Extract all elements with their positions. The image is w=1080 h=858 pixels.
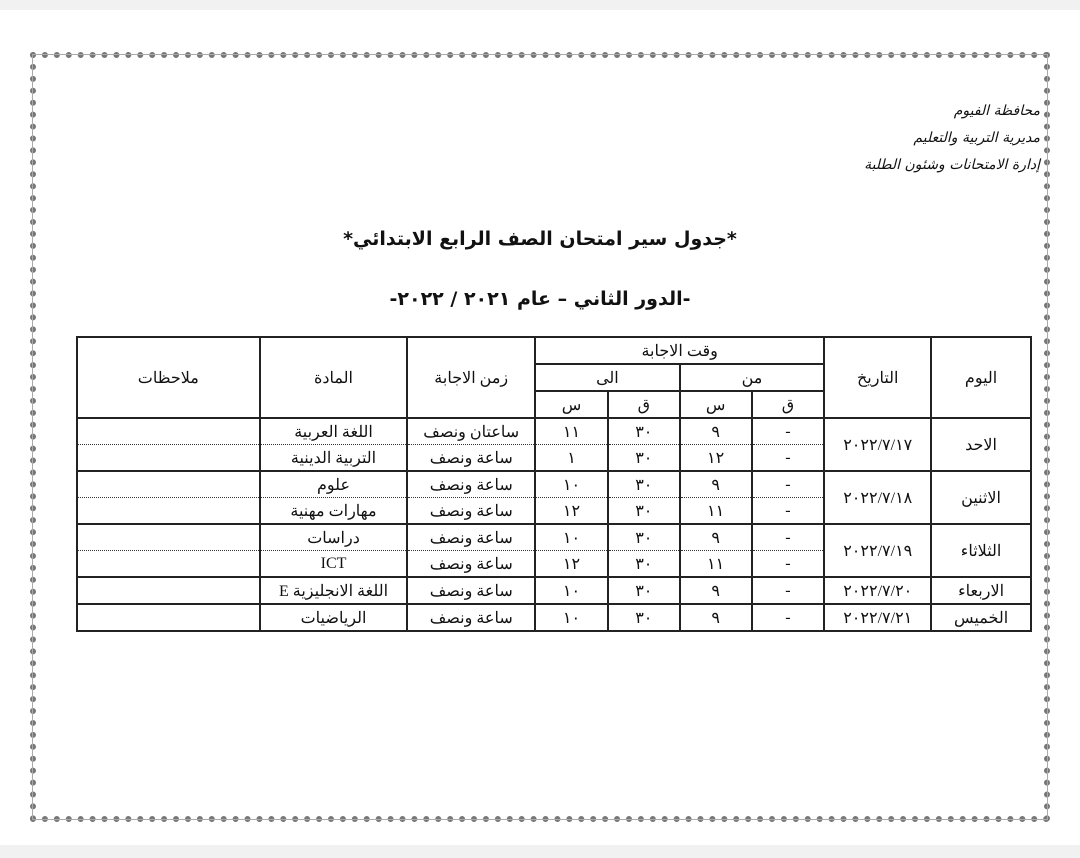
header-from: من — [678, 363, 826, 392]
table-row: الثلاثاء ٢٠٢٢/٧/١٩-٩ ٣٠ ١٠ ساعة ونصف دراسات — [76, 523, 1032, 578]
day-cell: الاربعاء — [930, 576, 1032, 605]
notes-cell — [76, 444, 261, 472]
from-minute-cell: - — [750, 417, 826, 445]
notes-cell — [76, 576, 261, 605]
from-hour-cell: ١٢ — [678, 444, 753, 472]
document-title: *جدول سير امتحان الصف الرابع الابتدائي* — [343, 228, 737, 250]
table-row: الاربعاء ٢٠٢٢/٧/٢٠-٩ ٣٠ ١٠ ساعة ونصف اللغة ال… — [76, 576, 1032, 605]
to-hour-cell: ١٠ — [534, 523, 609, 551]
header-from-hour: س — [678, 390, 753, 419]
table-row: الاثنين ٢٠٢٢/٧/١٨-٩ ٣٠ ١٠ ساعة ونصف علوم — [76, 470, 1032, 525]
date-cell: ٢٠٢٢/٧/١٧ — [823, 417, 933, 472]
date-cell: ٢٠٢٢/٧/١٨ — [823, 470, 933, 525]
to-minute-cell: ٣٠ — [606, 576, 681, 605]
duration-cell: ساعتان ونصف — [406, 417, 537, 445]
header-to-minute: ق — [606, 390, 681, 419]
subject-cell: ICT — [258, 550, 409, 578]
notes-cell — [76, 470, 261, 498]
header-to: الى — [534, 363, 681, 392]
day-cell: الخميس — [930, 603, 1032, 632]
duration-cell: ساعة ونصف — [406, 603, 537, 632]
from-hour-cell: ٩ — [678, 470, 753, 498]
from-minute-cell: - — [750, 444, 826, 472]
subject-cell: دراسات — [258, 523, 409, 551]
to-minute-cell: ٣٠ — [606, 444, 681, 472]
from-minute-cell: - — [750, 470, 826, 498]
notes-cell — [76, 550, 261, 578]
to-hour-cell: ١٠ — [534, 470, 609, 498]
table-row: -١٢ ٣٠ ١ ساعة ونصف التربية الدينية — [76, 444, 1031, 472]
duration-cell: ساعة ونصف — [406, 550, 537, 578]
from-minute-cell: - — [750, 550, 826, 578]
date-cell: ٢٠٢٢/٧/١٩ — [823, 523, 933, 578]
notes-cell — [76, 497, 261, 525]
letterhead-line: محافظة الفيوم — [953, 103, 1040, 119]
to-minute-cell: ٣٠ — [606, 603, 681, 632]
from-hour-cell: ١١ — [678, 550, 753, 578]
letterhead-line: إدارة الامتحانات وشئون الطلبة — [864, 157, 1040, 173]
to-minute-cell: ٣٠ — [606, 497, 681, 525]
notes-cell — [76, 603, 261, 632]
exam-schedule-table: اليوم التاريخ وقت الاجابة زمن الاجابة ال… — [76, 336, 1032, 632]
day-cell: الاثنين — [930, 470, 1032, 525]
to-minute-cell: ٣٠ — [606, 417, 681, 445]
header-date: التاريخ — [823, 336, 933, 419]
from-hour-cell: ٩ — [678, 576, 753, 605]
to-minute-cell: ٣٠ — [606, 523, 681, 551]
duration-cell: ساعة ونصف — [406, 576, 537, 605]
header-answer-time: وقت الاجابة — [534, 336, 826, 365]
decorative-border — [30, 52, 1050, 822]
subject-cell: علوم — [258, 470, 409, 498]
subject-cell: اللغة الانجليزية E — [258, 576, 409, 605]
duration-cell: ساعة ونصف — [406, 523, 537, 551]
from-minute-cell: - — [750, 603, 826, 632]
header-from-minute: ق — [750, 390, 826, 419]
from-hour-cell: ٩ — [678, 417, 753, 445]
duration-cell: ساعة ونصف — [406, 444, 537, 472]
subject-cell: التربية الدينية — [258, 444, 409, 472]
header-notes: ملاحظات — [76, 336, 261, 419]
day-cell: الثلاثاء — [930, 523, 1032, 578]
subject-cell: مهارات مهنية — [258, 497, 409, 525]
from-minute-cell: - — [750, 523, 826, 551]
header-subject: المادة — [258, 336, 409, 419]
header-to-hour: س — [534, 390, 609, 419]
subject-cell: اللغة العربية — [258, 417, 409, 445]
to-hour-cell: ١٠ — [534, 603, 609, 632]
to-minute-cell: ٣٠ — [606, 470, 681, 498]
date-cell: ٢٠٢٢/٧/٢١ — [823, 603, 933, 632]
table-row: -١١ ٣٠ ١٢ ساعة ونصف مهارات مهنية — [76, 497, 1031, 525]
from-hour-cell: ٩ — [678, 523, 753, 551]
letterhead: محافظة الفيوم مديرية التربية والتعليم إد… — [864, 98, 1040, 179]
header-duration: زمن الاجابة — [406, 336, 537, 419]
day-cell: الاحد — [930, 417, 1032, 472]
to-hour-cell: ١١ — [534, 417, 609, 445]
table-row: الخميس ٢٠٢٢/٧/٢١-٩ ٣٠ ١٠ ساعة ونصف الرياضيات — [76, 603, 1032, 632]
from-minute-cell: - — [750, 497, 826, 525]
from-hour-cell: ٩ — [678, 603, 753, 632]
to-hour-cell: ١٠ — [534, 576, 609, 605]
duration-cell: ساعة ونصف — [406, 497, 537, 525]
notes-cell — [76, 523, 261, 551]
header-day: اليوم — [930, 336, 1032, 419]
to-hour-cell: ١ — [534, 444, 609, 472]
to-hour-cell: ١٢ — [534, 550, 609, 578]
table-row: الاحد ٢٠٢٢/٧/١٧-٩ ٣٠ ١١ ساعتان ونصف اللغة الع… — [76, 417, 1032, 472]
document-subtitle: -الدور الثاني – عام ٢٠٢١ / ٢٠٢٢- — [389, 288, 691, 310]
to-minute-cell: ٣٠ — [606, 550, 681, 578]
to-hour-cell: ١٢ — [534, 497, 609, 525]
date-cell: ٢٠٢٢/٧/٢٠ — [823, 576, 933, 605]
from-minute-cell: - — [750, 576, 826, 605]
duration-cell: ساعة ونصف — [406, 470, 537, 498]
letterhead-line: مديرية التربية والتعليم — [913, 130, 1040, 146]
subject-cell: الرياضيات — [258, 603, 409, 632]
notes-cell — [76, 417, 261, 445]
from-hour-cell: ١١ — [678, 497, 753, 525]
